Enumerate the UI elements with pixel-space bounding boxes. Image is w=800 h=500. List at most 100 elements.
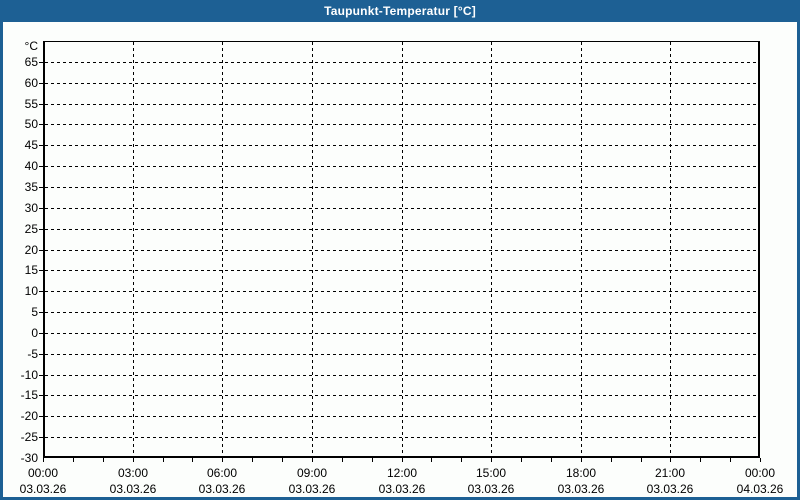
y-axis-unit-label: °C (24, 39, 38, 53)
y-axis-tick (39, 124, 43, 125)
x-axis-tick (760, 458, 761, 462)
y-axis-tick (39, 375, 43, 376)
y-axis-tick (39, 104, 43, 105)
x-axis-tick (252, 458, 253, 462)
window-frame-left (0, 22, 3, 500)
x-axis-time-label: 18:00 (565, 466, 597, 480)
x-axis-tick (700, 458, 701, 462)
x-axis-time-label: 06:00 (206, 466, 238, 480)
y-axis-tick-label: -5 (27, 347, 38, 361)
window-frame-right (797, 22, 800, 500)
y-axis-tick (39, 208, 43, 209)
y-axis-tick (39, 354, 43, 355)
h-gridline (45, 250, 758, 251)
x-axis-date-label: 03.03.26 (288, 482, 336, 496)
y-axis-tick-label: 0 (31, 326, 38, 340)
h-gridline (45, 229, 758, 230)
y-axis-tick (39, 437, 43, 438)
x-axis-tick (402, 458, 403, 462)
y-axis-tick-label: 35 (24, 180, 38, 194)
h-gridline (45, 270, 758, 271)
y-axis-tick (39, 270, 43, 271)
x-axis-tick (461, 458, 462, 462)
x-axis-tick (342, 458, 343, 462)
v-gridline (312, 42, 313, 456)
x-axis-tick (491, 458, 492, 462)
h-gridline (45, 187, 758, 188)
y-axis-tick (39, 166, 43, 167)
h-gridline (45, 124, 758, 125)
y-axis-tick-label: 65 (24, 55, 38, 69)
y-axis-tick-label: -10 (20, 368, 38, 382)
h-gridline (45, 312, 758, 313)
v-gridline (402, 42, 403, 456)
x-axis-tick (43, 458, 44, 462)
h-gridline (45, 166, 758, 167)
x-axis-date-label: 04.03.26 (736, 482, 784, 496)
y-axis-tick (39, 395, 43, 396)
window-frame-bottom (0, 497, 800, 500)
h-gridline (45, 104, 758, 105)
v-gridline (133, 42, 134, 456)
x-axis-date-label: 03.03.26 (646, 482, 694, 496)
v-gridline (491, 42, 492, 456)
window-titlebar: Taupunkt-Temperatur [°C] (0, 0, 800, 22)
x-axis-tick (73, 458, 74, 462)
chart-title: Taupunkt-Temperatur [°C] (324, 4, 476, 18)
y-axis-tick-label: 45 (24, 138, 38, 152)
x-axis-tick (192, 458, 193, 462)
h-gridline (45, 375, 758, 376)
y-axis-tick-label: 10 (24, 284, 38, 298)
h-gridline (45, 395, 758, 396)
y-axis-tick (39, 291, 43, 292)
h-gridline (45, 291, 758, 292)
x-axis-tick (611, 458, 612, 462)
y-axis-tick-label: 40 (24, 159, 38, 173)
x-axis-date-label: 03.03.26 (109, 482, 157, 496)
x-axis-tick (222, 458, 223, 462)
x-axis-tick (641, 458, 642, 462)
y-axis-tick-label: 15 (24, 263, 38, 277)
x-axis-date-label: 03.03.26 (557, 482, 605, 496)
x-axis-date-label: 03.03.26 (19, 482, 67, 496)
x-axis-time-label: 03:00 (117, 466, 149, 480)
x-axis-time-label: 15:00 (475, 466, 507, 480)
x-axis-time-label: 00:00 (744, 466, 776, 480)
v-gridline (581, 42, 582, 456)
y-axis-tick (39, 83, 43, 84)
x-axis-tick (670, 458, 671, 462)
y-axis-tick-label: 50 (24, 117, 38, 131)
x-axis-date-label: 03.03.26 (467, 482, 515, 496)
x-axis-tick (282, 458, 283, 462)
y-axis-tick (39, 145, 43, 146)
y-axis-tick (39, 187, 43, 188)
x-axis-date-label: 03.03.26 (198, 482, 246, 496)
h-gridline (45, 83, 758, 84)
h-gridline (45, 333, 758, 334)
y-axis-tick-label: 60 (24, 76, 38, 90)
h-gridline (45, 354, 758, 355)
y-axis-tick-label: -30 (20, 451, 38, 465)
x-axis-tick (551, 458, 552, 462)
y-axis-tick-label: -25 (20, 430, 38, 444)
y-axis-tick-label: -20 (20, 409, 38, 423)
x-axis-time-label: 00:00 (27, 466, 59, 480)
y-axis-tick-label: 30 (24, 201, 38, 215)
x-axis-tick (581, 458, 582, 462)
y-axis-tick-label: 20 (24, 243, 38, 257)
y-axis-tick-label: -15 (20, 388, 38, 402)
v-gridline (670, 42, 671, 456)
x-axis-tick (372, 458, 373, 462)
y-axis-tick (39, 250, 43, 251)
y-axis-tick (39, 312, 43, 313)
y-axis-tick-label: 25 (24, 222, 38, 236)
y-axis-tick (39, 416, 43, 417)
x-axis-time-label: 21:00 (654, 466, 686, 480)
plot-area (43, 41, 760, 458)
v-gridline (222, 42, 223, 456)
y-axis-tick-label: 55 (24, 97, 38, 111)
y-axis-tick (39, 333, 43, 334)
h-gridline (45, 208, 758, 209)
x-axis-tick (521, 458, 522, 462)
